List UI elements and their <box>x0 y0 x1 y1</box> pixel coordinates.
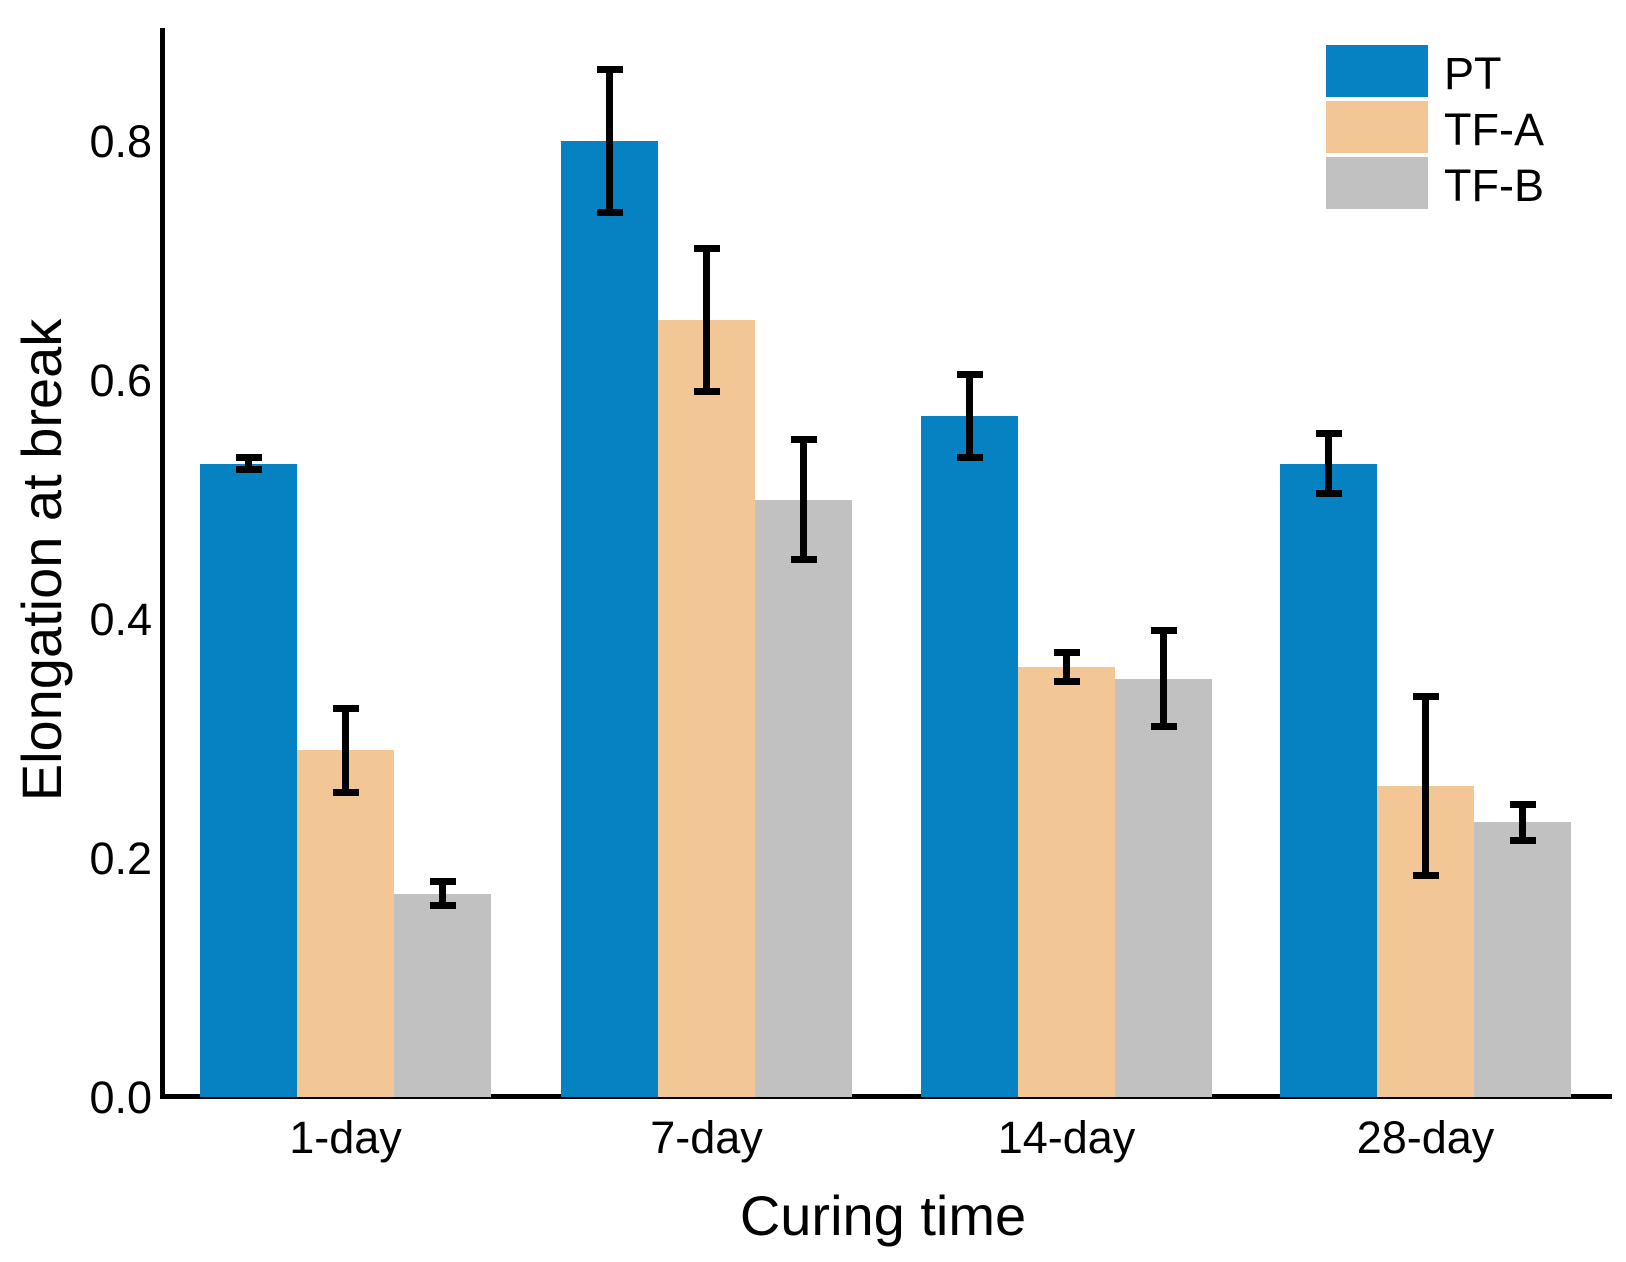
error-bar-cap-bottom <box>693 388 720 396</box>
error-bar-cap-top <box>956 370 983 378</box>
error-bar-line <box>800 439 807 560</box>
error-bar-cap-top <box>332 705 359 713</box>
legend-swatch-TF-A <box>1326 101 1428 153</box>
bar-TF-B-1-day <box>394 893 491 1097</box>
error-bar-line <box>1160 630 1167 727</box>
bar-TF-B-14-day <box>1115 678 1212 1097</box>
error-bar-cap-bottom <box>1150 723 1177 731</box>
bar-TF-A-7-day <box>658 320 755 1097</box>
bar-TF-B-7-day <box>755 499 852 1097</box>
error-bar-cap-top <box>235 454 262 462</box>
y-tick-label: 0.2 <box>89 833 152 884</box>
error-bar-line <box>703 248 710 392</box>
x-tick-label: 28-day <box>1356 1112 1495 1163</box>
error-bar-cap-top <box>693 245 720 253</box>
error-bar-line <box>1325 433 1332 494</box>
error-bar-cap-bottom <box>1053 677 1080 685</box>
legend-swatch-PT <box>1326 45 1428 97</box>
x-tick-label: 14-day <box>997 1112 1136 1163</box>
error-bar-cap-bottom <box>332 788 359 796</box>
error-bar-line <box>1519 804 1526 841</box>
error-bar-cap-bottom <box>790 555 817 563</box>
bar-PT-1-day <box>200 463 297 1097</box>
error-bar-cap-top <box>1053 648 1080 656</box>
bar-PT-7-day <box>561 141 658 1097</box>
error-bar-cap-top <box>790 436 817 444</box>
y-tick-label: 0.8 <box>89 116 152 167</box>
bar-PT-28-day <box>1280 463 1377 1097</box>
x-axis-title: Curing time <box>739 1184 1027 1247</box>
error-bar-cap-top <box>429 878 456 886</box>
error-bar-cap-top <box>1412 693 1439 701</box>
legend-label-TF-B: TF-B <box>1444 159 1544 211</box>
bar-TF-A-1-day <box>297 750 394 1097</box>
error-bar-cap-bottom <box>1412 872 1439 880</box>
error-bar-cap-bottom <box>1509 836 1536 844</box>
error-bar-cap-bottom <box>1315 490 1342 498</box>
y-tick-label: 0.0 <box>89 1072 152 1123</box>
error-bar-cap-bottom <box>956 454 983 462</box>
bar-PT-14-day <box>921 415 1018 1097</box>
error-bar-line <box>1063 652 1070 682</box>
error-bar-cap-top <box>1150 627 1177 635</box>
error-bar-cap-top <box>1509 800 1536 808</box>
error-bar-cap-top <box>596 65 623 73</box>
bar-TF-A-14-day <box>1018 666 1115 1097</box>
legend-swatch-TF-B <box>1326 157 1428 209</box>
legend-label-TF-A: TF-A <box>1444 103 1544 155</box>
error-bar-line <box>966 374 973 458</box>
error-bar-line <box>342 708 349 793</box>
error-bar-line <box>439 881 446 906</box>
error-bar-cap-top <box>1315 430 1342 438</box>
error-bar-cap-bottom <box>596 209 623 217</box>
legend-label-PT: PT <box>1444 47 1502 99</box>
y-tick-label: 0.6 <box>89 355 152 406</box>
x-axis-line <box>160 1094 1612 1099</box>
error-bar-cap-bottom <box>235 466 262 474</box>
error-bar-line <box>1422 696 1429 876</box>
bar-TF-B-28-day <box>1474 822 1571 1097</box>
y-axis-line <box>160 28 165 1099</box>
y-tick-label: 0.4 <box>89 594 152 645</box>
error-bar-line <box>606 69 613 213</box>
x-tick-label: 7-day <box>650 1112 763 1163</box>
error-bar-cap-bottom <box>429 902 456 910</box>
x-tick-label: 1-day <box>289 1112 402 1163</box>
error-bar-line <box>245 457 252 470</box>
